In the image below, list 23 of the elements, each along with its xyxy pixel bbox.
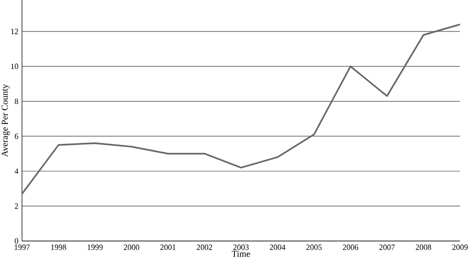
x-tick-label: 2000 xyxy=(124,244,140,250)
line-series xyxy=(21,24,461,195)
x-tick-label: 2006 xyxy=(342,244,358,250)
x-tick-label: 2008 xyxy=(416,244,432,250)
y-tick-label: 2 xyxy=(14,203,18,209)
x-tick-label: 2001 xyxy=(160,244,176,250)
x-tick-label: 2007 xyxy=(379,244,395,250)
y-tick-label: 4 xyxy=(14,168,18,174)
y-tick-label: 0 xyxy=(14,238,18,244)
x-tick-label: 1997 xyxy=(14,244,30,250)
y-axis-title: Average Per County xyxy=(2,84,10,157)
y-tick-label: 12 xyxy=(11,28,18,34)
x-tick-label: 2002 xyxy=(196,244,212,250)
x-tick-label: 2003 xyxy=(233,244,249,250)
x-tick-label: 2004 xyxy=(270,244,286,250)
x-tick-label: 1999 xyxy=(88,244,103,250)
x-axis-title: Time xyxy=(232,250,250,257)
y-tick-label: 10 xyxy=(11,64,18,70)
y-tick-label: 8 xyxy=(14,98,18,104)
x-tick-label: 1998 xyxy=(51,244,66,250)
y-tick-label: 6 xyxy=(14,134,18,139)
x-tick-label: 2005 xyxy=(306,244,322,250)
x-tick-label: 2009 xyxy=(452,244,468,250)
